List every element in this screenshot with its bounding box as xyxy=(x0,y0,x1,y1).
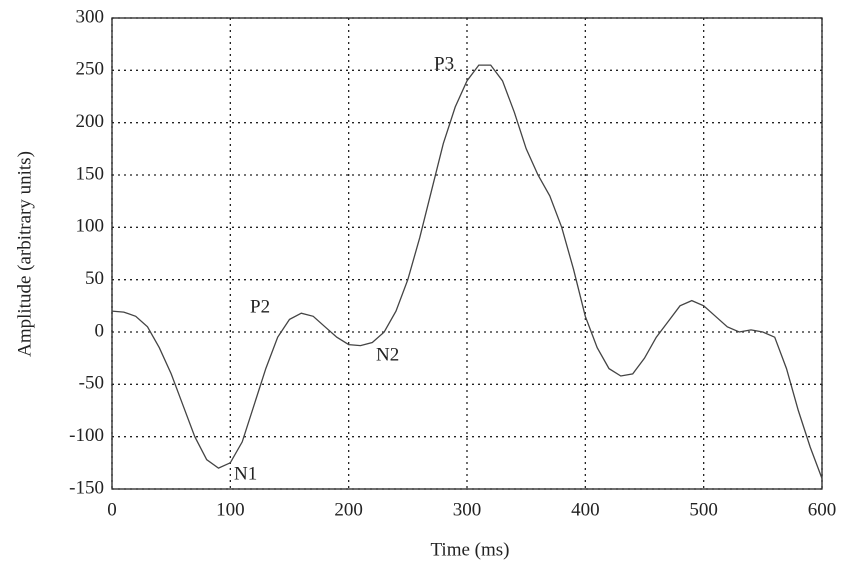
y-tick-label: -150 xyxy=(69,477,104,498)
x-tick-label: 400 xyxy=(571,499,600,520)
line-series xyxy=(111,64,823,479)
x-tick-label: 200 xyxy=(334,499,363,520)
y-tick-label: 300 xyxy=(76,6,105,27)
y-tick-label: 250 xyxy=(76,59,105,80)
y-tick-label: -100 xyxy=(69,425,104,446)
annotation: N1 xyxy=(234,463,257,484)
annotation: P2 xyxy=(250,296,270,317)
y-tick-label: 100 xyxy=(76,216,105,237)
y-tick-label: 50 xyxy=(85,268,104,289)
x-tick-label: 0 xyxy=(107,499,117,520)
plot-frame xyxy=(111,17,823,490)
y-tick-label: 150 xyxy=(76,163,105,184)
x-axis-label: Time (ms) xyxy=(430,539,509,560)
annotation: N2 xyxy=(376,344,399,365)
annotation: P3 xyxy=(434,53,454,74)
x-tick-label: 500 xyxy=(689,499,718,520)
x-tick-label: 600 xyxy=(808,499,837,520)
x-tick-label: 100 xyxy=(216,499,245,520)
y-tick-label: 0 xyxy=(95,320,105,341)
x-tick-label: 300 xyxy=(453,499,482,520)
y-axis-label: Amplitude (arbitrary units) xyxy=(14,151,35,357)
y-tick-label: 200 xyxy=(76,111,105,132)
y-tick-label: -50 xyxy=(79,373,104,394)
